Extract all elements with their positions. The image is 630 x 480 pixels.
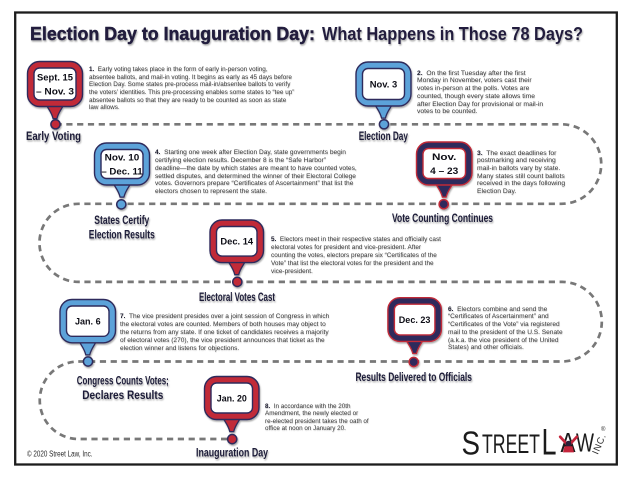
- svg-text:Election Day: Election Day: [359, 129, 408, 143]
- svg-text:© 2020 Street Law, Inc.: © 2020 Street Law, Inc.: [27, 450, 93, 459]
- svg-text:Declares Results: Declares Results: [82, 388, 163, 402]
- svg-text:Jan. 20: Jan. 20: [217, 393, 247, 403]
- svg-text:Congress Counts Votes;: Congress Counts Votes;: [77, 374, 169, 388]
- svg-text:Nov.: Nov.: [432, 152, 456, 162]
- svg-text:Inauguration Day: Inauguration Day: [196, 445, 268, 459]
- svg-text:®: ®: [601, 426, 606, 433]
- svg-text:L: L: [542, 421, 557, 462]
- svg-text:S: S: [462, 425, 481, 462]
- svg-text:Dec. 14: Dec. 14: [220, 237, 254, 247]
- svg-text:Election Day to Inauguration D: Election Day to Inauguration Day: What Ha…: [30, 23, 583, 44]
- svg-text:TREET: TREET: [482, 429, 540, 459]
- svg-text:Vote Counting Continues: Vote Counting Continues: [392, 211, 493, 225]
- svg-text:Early Voting: Early Voting: [26, 129, 81, 143]
- svg-text:States Certify: States Certify: [94, 213, 149, 227]
- svg-text:Dec. 23: Dec. 23: [399, 315, 431, 325]
- svg-text:Electoral Votes Cast: Electoral Votes Cast: [199, 290, 275, 304]
- svg-text:– Dec. 11: – Dec. 11: [101, 166, 142, 176]
- svg-text:Election Results: Election Results: [89, 228, 155, 242]
- svg-text:Nov. 3: Nov. 3: [370, 79, 398, 89]
- svg-text:Sept. 15: Sept. 15: [37, 73, 73, 83]
- svg-text:Results Delivered to Officials: Results Delivered to Officials: [355, 370, 472, 384]
- svg-text:4 – 23: 4 – 23: [430, 166, 458, 176]
- svg-text:W: W: [576, 428, 594, 458]
- svg-text:– Nov. 3: – Nov. 3: [36, 86, 74, 96]
- svg-text:Nov. 10: Nov. 10: [105, 152, 140, 162]
- svg-text:Jan. 6: Jan. 6: [75, 316, 101, 326]
